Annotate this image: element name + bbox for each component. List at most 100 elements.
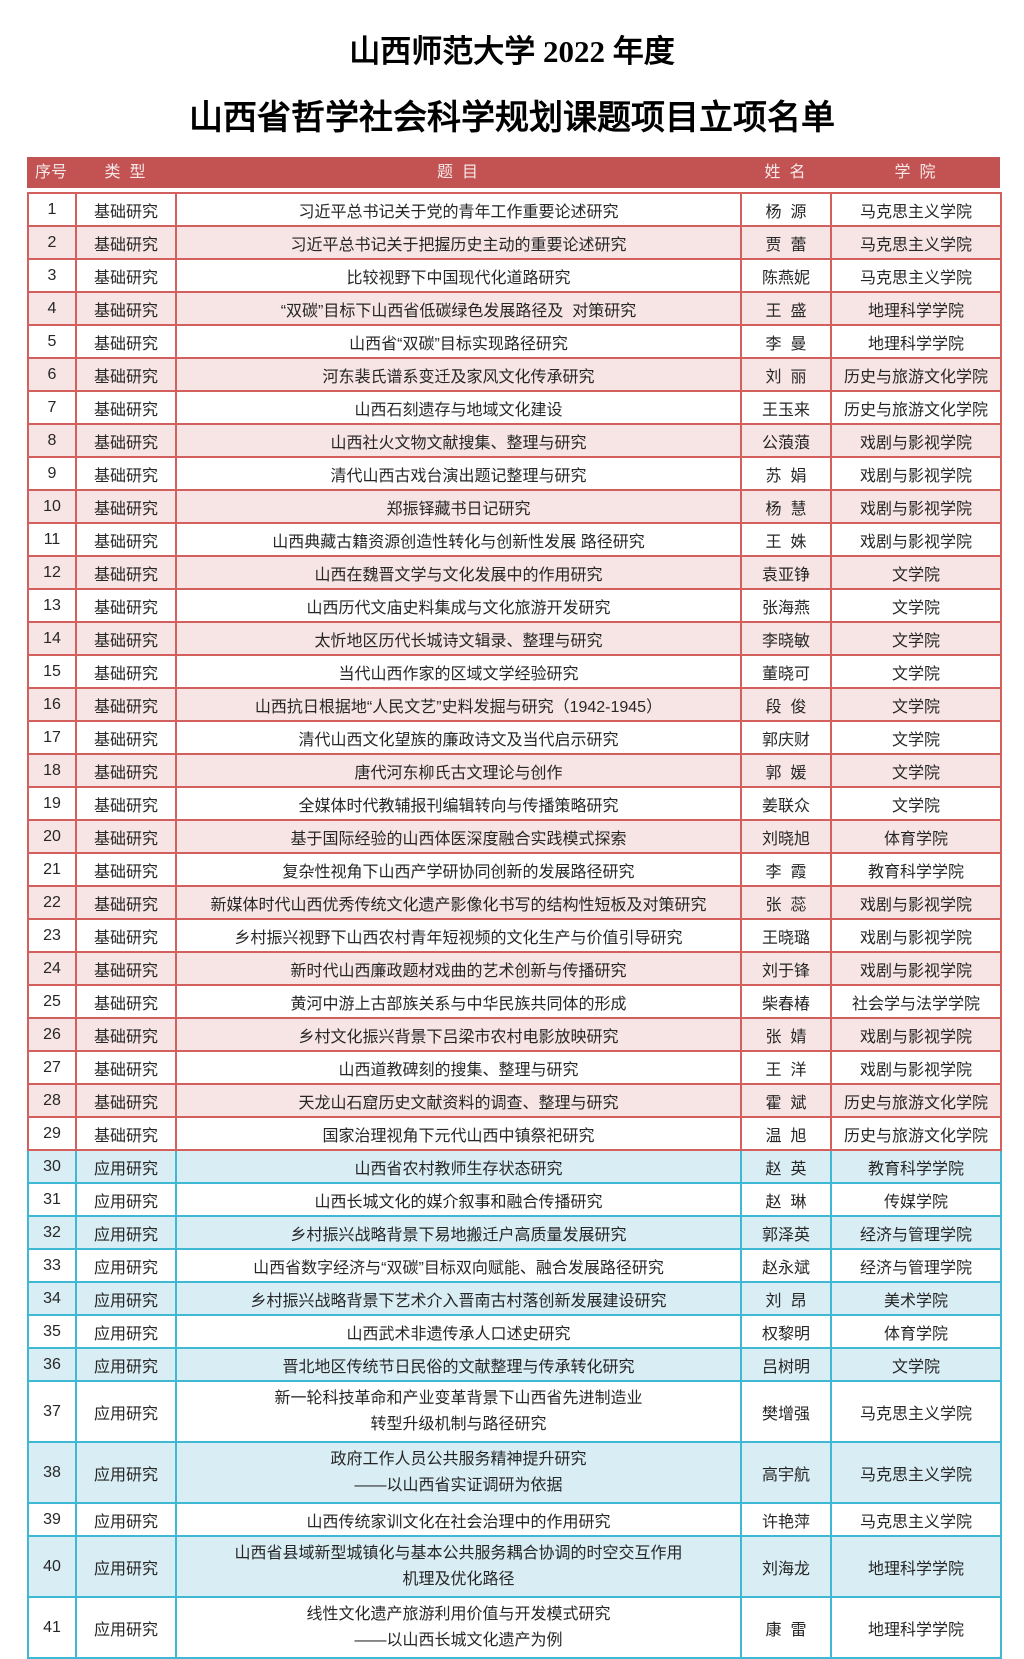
cell-project-title: 山西武术非遗传承人口述史研究	[175, 1314, 742, 1349]
cell-serial-number: 27	[27, 1050, 77, 1085]
table-row: 20 基础研究 基于国际经验的山西体医深度融合实践模式探索 刘晓旭 体育学院	[27, 819, 1002, 854]
table-row: 17 基础研究 清代山西文化望族的廉政诗文及当代启示研究 郭庆财 文学院	[27, 720, 1002, 755]
cell-project-type: 应用研究	[75, 1347, 177, 1382]
cell-project-title: 山西省县域新型城镇化与基本公共服务耦合协调的时空交互作用 机理及优化路径	[175, 1535, 742, 1598]
cell-project-type: 基础研究	[75, 951, 177, 986]
cell-project-title: 政府工作人员公共服务精神提升研究 ——以山西省实证调研为依据	[175, 1441, 742, 1504]
table-row: 36 应用研究 晋北地区传统节日民俗的文献整理与传承转化研究 吕树明 文学院	[27, 1347, 1002, 1382]
cell-serial-number: 31	[27, 1182, 77, 1217]
cell-serial-number: 11	[27, 522, 77, 557]
table-row: 39 应用研究 山西传统家训文化在社会治理中的作用研究 许艳萍 马克思主义学院	[27, 1502, 1002, 1537]
cell-project-title: 当代山西作家的区域文学经验研究	[175, 654, 742, 689]
cell-college-name: 文学院	[830, 687, 1002, 722]
cell-serial-number: 36	[27, 1347, 77, 1382]
column-header-type: 类 型	[104, 164, 146, 181]
cell-college-name: 马克思主义学院	[830, 192, 1002, 227]
cell-project-title: 线性文化遗产旅游利用价值与开发模式研究 ——以山西长城文化遗产为例	[175, 1596, 742, 1659]
cell-serial-number: 14	[27, 621, 77, 656]
cell-serial-number: 9	[27, 456, 77, 491]
cell-serial-number: 20	[27, 819, 77, 854]
cell-college-name: 经济与管理学院	[830, 1248, 1002, 1283]
cell-project-title: 全媒体时代教辅报刊编辑转向与传播策略研究	[175, 786, 742, 821]
project-title-line: 清代山西古戏台演出题记整理与研究	[330, 467, 587, 485]
cell-project-type: 基础研究	[75, 555, 177, 590]
cell-project-title: 山西长城文化的媒介叙事和融合传播研究	[175, 1182, 742, 1217]
table-row: 24 基础研究 新时代山西廉政题材戏曲的艺术创新与传播研究 刘于锋 戏剧与影视学院	[27, 951, 1002, 986]
cell-project-type: 基础研究	[75, 324, 177, 359]
cell-project-type: 基础研究	[75, 357, 177, 392]
cell-project-title: 新一轮科技革命和产业变革背景下山西省先进制造业 转型升级机制与路径研究	[175, 1380, 742, 1443]
cell-serial-number: 23	[27, 918, 77, 953]
table-row: 30 应用研究 山西省农村教师生存状态研究 赵 英教育科学学院	[27, 1149, 1002, 1184]
project-title-line: 新媒体时代山西优秀传统文化遗产影像化书写的结构性短板及对策研究	[210, 896, 707, 914]
cell-serial-number: 15	[27, 654, 77, 689]
project-title-line: 线性文化遗产旅游利用价值与开发模式研究	[306, 1605, 611, 1623]
cell-project-type: 基础研究	[75, 1116, 177, 1151]
project-title-line: 国家治理视角下元代山西中镇祭祀研究	[322, 1127, 595, 1145]
cell-college-name: 文学院	[830, 720, 1002, 755]
cell-college-name: 马克思主义学院	[830, 258, 1002, 293]
table-row: 12 基础研究 山西在魏晋文学与文化发展中的作用研究 袁亚铮 文学院	[27, 555, 1002, 590]
project-title-line: 山西抗日根据地“人民文艺”史料发掘与研究（1942-1945）	[254, 698, 663, 716]
table-row: 37 应用研究 新一轮科技革命和产业变革背景下山西省先进制造业 转型升级机制与路径研究…	[27, 1380, 1002, 1443]
table-row: 15 基础研究 当代山西作家的区域文学经验研究 董晓可 文学院	[27, 654, 1002, 689]
cell-serial-number: 22	[27, 885, 77, 920]
cell-serial-number: 25	[27, 984, 77, 1019]
cell-college-name: 地理科学学院	[830, 1535, 1002, 1598]
cell-person-name: 张 蕊	[740, 885, 832, 920]
table-row: 11 基础研究 山西典藏古籍资源创造性转化与创新性发展 路径研究 王 姝戏剧与影视学院	[27, 522, 1002, 557]
cell-serial-number: 41	[27, 1596, 77, 1659]
column-header-no: 序号	[34, 164, 67, 181]
project-title-line: ——以山西长城文化遗产为例	[354, 1631, 563, 1649]
project-title-line: 山西省“双碳”目标实现路径研究	[349, 335, 568, 353]
cell-project-type: 基础研究	[75, 522, 177, 557]
cell-project-title: 黄河中游上古部族关系与中华民族共同体的形成	[175, 984, 742, 1019]
cell-project-type: 基础研究	[75, 984, 177, 1019]
cell-project-type: 基础研究	[75, 819, 177, 854]
cell-project-type: 基础研究	[75, 687, 177, 722]
table-row: 18 基础研究 唐代河东柳氏古文理论与创作 郭 媛文学院	[27, 753, 1002, 788]
cell-person-name: 张 婧	[740, 1017, 832, 1052]
cell-project-type: 应用研究	[75, 1281, 177, 1316]
cell-college-name: 马克思主义学院	[830, 1380, 1002, 1443]
project-title-line: 乡村振兴战略背景下易地搬迁户高质量发展研究	[290, 1226, 627, 1244]
cell-college-name: 文学院	[830, 621, 1002, 656]
table-row: 9 基础研究 清代山西古戏台演出题记整理与研究 苏 娟戏剧与影视学院	[27, 456, 1002, 491]
cell-project-type: 应用研究	[75, 1215, 177, 1250]
cell-college-name: 文学院	[830, 786, 1002, 821]
cell-project-title: 乡村振兴战略背景下艺术介入晋南古村落创新发展建设研究	[175, 1281, 742, 1316]
table-row: 34 应用研究 乡村振兴战略背景下艺术介入晋南古村落创新发展建设研究 刘 昂美术学院	[27, 1281, 1002, 1316]
cell-serial-number: 30	[27, 1149, 77, 1184]
cell-project-type: 基础研究	[75, 489, 177, 524]
cell-college-name: 历史与旅游文化学院	[830, 357, 1002, 392]
project-title-line: 乡村文化振兴背景下吕梁市农村电影放映研究	[298, 1028, 619, 1046]
cell-project-title: 唐代河东柳氏古文理论与创作	[175, 753, 742, 788]
cell-person-name: 刘 丽	[740, 357, 832, 392]
project-table-wrap: 序号 类 型 题 目 姓 名 学 院 1 基础研究 习近平总书记关于党的青年工作重要…	[27, 157, 1002, 1659]
cell-project-title: 乡村文化振兴背景下吕梁市农村电影放映研究	[175, 1017, 742, 1052]
cell-serial-number: 6	[27, 357, 77, 392]
cell-college-name: 地理科学学院	[830, 291, 1002, 326]
cell-person-name: 刘海龙	[740, 1535, 832, 1598]
cell-college-name: 戏剧与影视学院	[830, 951, 1002, 986]
cell-project-title: 清代山西古戏台演出题记整理与研究	[175, 456, 742, 491]
cell-serial-number: 10	[27, 489, 77, 524]
table-row: 21 基础研究 复杂性视角下山西产学研协同创新的发展路径研究 李 霞教育科学学院	[27, 852, 1002, 887]
cell-college-name: 马克思主义学院	[830, 225, 1002, 260]
cell-serial-number: 1	[27, 192, 77, 227]
cell-project-title: 山西石刻遗存与地域文化建设	[175, 390, 742, 425]
project-title-line: 基于国际经验的山西体医深度融合实践模式探索	[290, 830, 627, 848]
cell-person-name: 郭泽英	[740, 1215, 832, 1250]
cell-project-type: 应用研究	[75, 1502, 177, 1537]
cell-serial-number: 26	[27, 1017, 77, 1052]
cell-project-type: 基础研究	[75, 456, 177, 491]
cell-project-type: 应用研究	[75, 1441, 177, 1504]
cell-college-name: 地理科学学院	[830, 1596, 1002, 1659]
column-header-name: 姓 名	[764, 164, 806, 181]
cell-project-title: 山西省数字经济与“双碳”目标双向赋能、融合发展路径研究	[175, 1248, 742, 1283]
project-table-body: 1 基础研究 习近平总书记关于党的青年工作重要论述研究杨 源马克思主义学院 2 基础研究…	[27, 192, 1002, 1659]
project-title-line: 晋北地区传统节日民俗的文献整理与传承转化研究	[282, 1358, 635, 1376]
cell-project-title: 山西道教碑刻的搜集、整理与研究	[175, 1050, 742, 1085]
cell-serial-number: 19	[27, 786, 77, 821]
cell-project-title: 新时代山西廉政题材戏曲的艺术创新与传播研究	[175, 951, 742, 986]
